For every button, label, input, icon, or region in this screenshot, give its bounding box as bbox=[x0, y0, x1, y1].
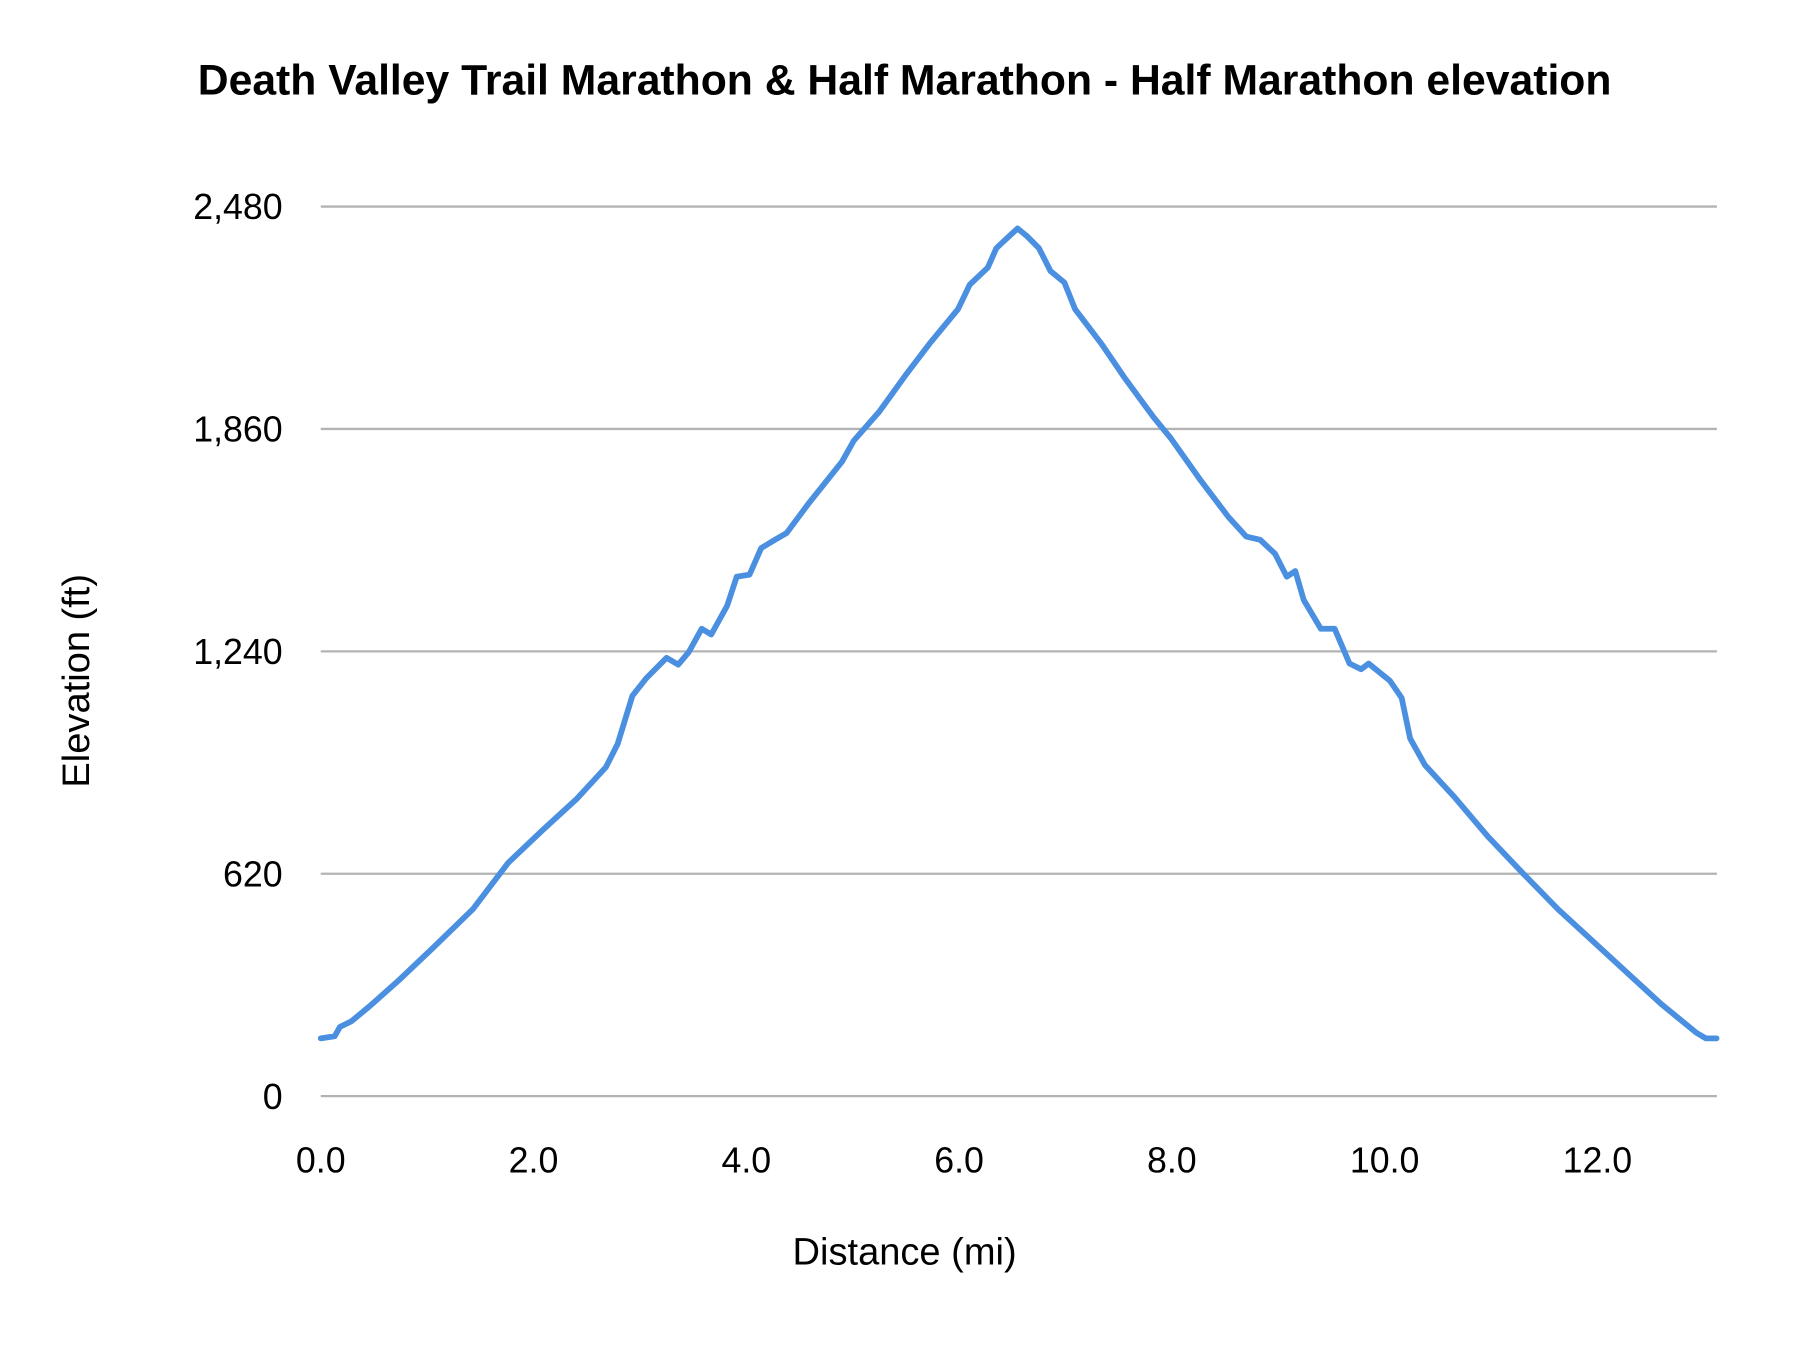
x-tick-label: 6.0 bbox=[934, 1140, 984, 1180]
y-tick-label: 1,240 bbox=[193, 632, 282, 672]
y-axis-label: Elevation (ft) bbox=[56, 574, 98, 788]
chart-title: Death Valley Trail Marathon & Half Marat… bbox=[198, 57, 1612, 105]
y-tick-label: 2,480 bbox=[193, 187, 282, 227]
gridlines bbox=[320, 205, 1717, 1098]
x-tick-label: 8.0 bbox=[1147, 1140, 1197, 1180]
x-axis-label: Distance (mi) bbox=[793, 1232, 1017, 1274]
y-tick-label: 1,860 bbox=[193, 410, 282, 450]
x-axis-ticks: 0.0 2.0 4.0 6.0 8.0 10.0 12.0 bbox=[296, 1140, 1632, 1180]
y-tick-label: 0 bbox=[263, 1077, 283, 1117]
x-tick-label: 4.0 bbox=[721, 1140, 771, 1180]
y-axis-ticks: 0 620 1,240 1,860 2,480 bbox=[193, 187, 282, 1117]
x-tick-label: 10.0 bbox=[1350, 1140, 1420, 1180]
x-tick-label: 12.0 bbox=[1563, 1140, 1633, 1180]
y-tick-label: 620 bbox=[223, 854, 283, 894]
x-tick-label: 0.0 bbox=[296, 1140, 346, 1180]
elevation-series-line bbox=[317, 225, 1720, 1042]
x-tick-label: 2.0 bbox=[509, 1140, 559, 1180]
